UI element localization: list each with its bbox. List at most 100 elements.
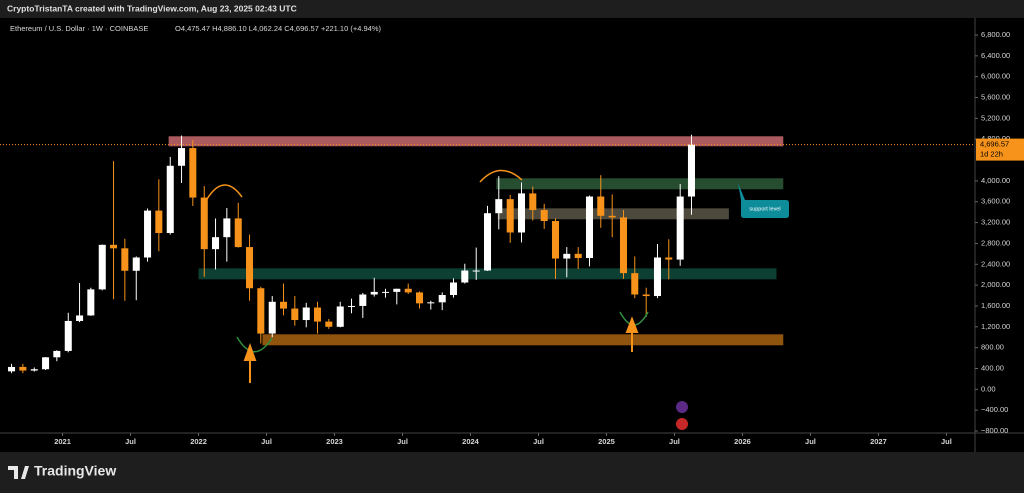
candle-body: [280, 301, 288, 309]
arc: [206, 184, 243, 200]
last-price-label: 4,696.57: [980, 140, 1009, 149]
y-tick-label: 5,200.00: [981, 113, 1010, 122]
ohlc: O4,475.47 H4,886.10 L4,062.24 C4,696.57 …: [175, 24, 381, 33]
candle-body: [585, 196, 594, 259]
candle-body: [42, 357, 50, 370]
candle-body: [246, 247, 254, 289]
y-tick-label: 1,200.00: [981, 322, 1010, 331]
candle-body: [155, 210, 163, 234]
candle-body: [234, 218, 242, 248]
callout: [738, 183, 789, 218]
candle-body: [529, 193, 537, 211]
candle-body: [121, 248, 129, 271]
y-tick-label: 2,400.00: [981, 259, 1010, 268]
y-tick-label: 3,600.00: [981, 197, 1010, 206]
x-tick-label: Jul: [805, 437, 816, 446]
candle-body: [687, 144, 695, 197]
y-tick-label: 6,000.00: [981, 72, 1010, 81]
candle-body: [574, 253, 582, 259]
arc: [479, 169, 523, 183]
countdown: 1d 22h: [980, 150, 1003, 159]
brand: TradingView: [34, 463, 116, 479]
y-tick-label: −400.00: [981, 405, 1008, 414]
credit: CryptoTristanTA created with TradingView…: [7, 3, 297, 13]
candle-body: [506, 199, 514, 233]
candle-body: [472, 270, 480, 272]
x-tick-label: 2023: [326, 437, 343, 446]
candle-body: [631, 273, 639, 295]
candle-body: [381, 291, 390, 293]
candle-body: [449, 282, 458, 296]
candle-body: [144, 210, 152, 258]
candle-body: [619, 217, 627, 274]
axes: −800.00 −400.00 0.00 400.00 800.00 1,200.00 1,…: [0, 30, 1024, 446]
brand-logo: [8, 466, 29, 479]
x-tick-label: Jul: [397, 437, 408, 446]
candle-body: [517, 193, 526, 233]
candle-body: [8, 366, 16, 372]
candle-body: [223, 218, 231, 238]
candle-body: [653, 257, 661, 297]
candle-body: [302, 307, 310, 321]
event-icon: [676, 401, 688, 413]
candle-body: [348, 305, 356, 307]
candle-body: [76, 315, 84, 321]
candle-body: [427, 302, 435, 304]
zone: [262, 334, 784, 346]
candle-body: [87, 289, 95, 316]
candle-body: [30, 369, 38, 371]
candle-body: [64, 320, 72, 351]
candle-body: [189, 148, 197, 198]
y-tick-label: 800.00: [981, 343, 1004, 352]
zone: [168, 136, 784, 147]
candle-body: [642, 294, 650, 297]
zones: [168, 136, 784, 346]
footer: [0, 452, 1024, 493]
candle-body: [415, 292, 424, 304]
x-tick-label: 2025: [598, 437, 615, 446]
candle-body: [98, 244, 106, 290]
candle-body: [540, 210, 548, 222]
y-tick-label: 1,600.00: [981, 301, 1010, 310]
candle-body: [551, 221, 560, 259]
y-tick-label: 6,800.00: [981, 30, 1010, 39]
y-tick-label: 4,000.00: [981, 176, 1010, 185]
candle-body: [166, 165, 174, 234]
candle-body: [53, 350, 61, 358]
candle-body: [665, 257, 673, 260]
candle-body: [359, 294, 367, 306]
symbol: Ethereum / U.S. Dollar · 1W · COINBASE: [10, 24, 148, 33]
y-tick-label: 2,000.00: [981, 280, 1010, 289]
y-tick-label: 2,800.00: [981, 238, 1010, 247]
candle-body: [291, 308, 299, 321]
zone: [496, 178, 784, 190]
x-tick-label: 2027: [870, 437, 887, 446]
arc: [236, 336, 273, 353]
x-tick-label: Jul: [669, 437, 680, 446]
candle-body: [495, 199, 503, 214]
x-tick-label: 2024: [462, 437, 480, 446]
candle-body: [19, 366, 27, 371]
candle-body: [608, 215, 616, 218]
candle-body: [257, 288, 265, 334]
candle-body: [597, 196, 605, 216]
candle-body: [370, 291, 378, 295]
candle-body: [336, 306, 344, 327]
x-tick-label: Jul: [941, 437, 952, 446]
candle-body: [404, 288, 412, 293]
x-tick-label: 2021: [54, 437, 71, 446]
time-axis: [0, 433, 1024, 452]
y-tick-label: 6,400.00: [981, 51, 1010, 60]
candle-body: [132, 257, 140, 271]
price-axis: [975, 18, 1024, 433]
candle-body: [461, 270, 469, 283]
candle-body: [483, 213, 492, 271]
candle-body: [563, 253, 571, 259]
candle-body: [200, 197, 208, 250]
candle-body: [212, 237, 220, 250]
event-icon: [676, 418, 688, 430]
arrow: [625, 316, 639, 352]
candle-body: [110, 244, 118, 249]
candle-body: [438, 295, 446, 303]
